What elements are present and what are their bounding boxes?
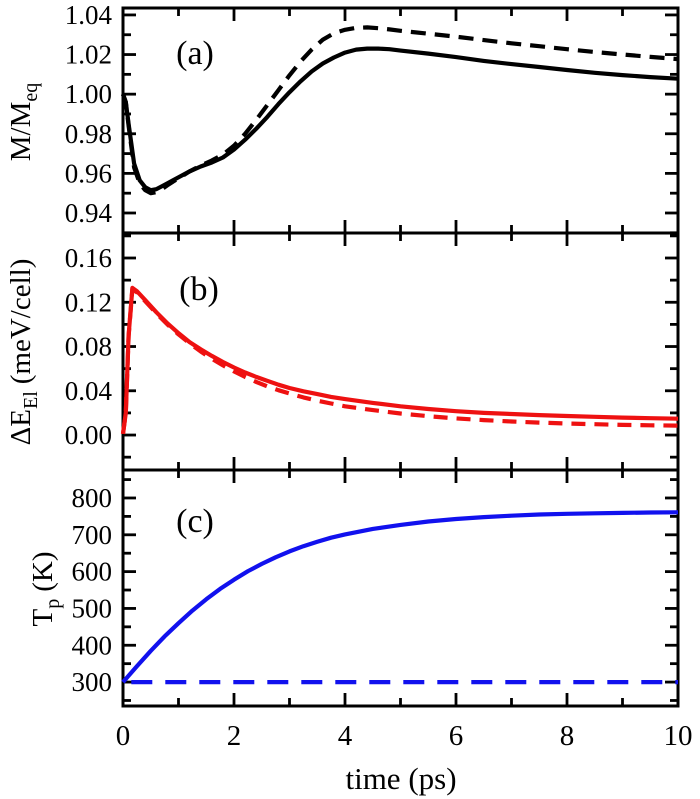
panel-b-plot — [120, 233, 680, 470]
xtick-label: 4 — [338, 720, 353, 752]
panel-a-ytick-label: 1.00 — [65, 79, 112, 109]
ylabel-c-sub: p — [42, 599, 64, 609]
panel-b-tag: (b) — [179, 271, 219, 308]
xtick-label: 0 — [116, 720, 131, 752]
panel-c-ytick-label: 700 — [72, 520, 113, 550]
panel-b-dashed-curve — [120, 286, 679, 435]
ylabel-b-suffix: (meV/cell) — [5, 259, 37, 385]
panel-a-ytick-label: 0.98 — [65, 119, 112, 149]
panel-a-ytick-label: 0.94 — [65, 198, 113, 228]
panel-b-ytick-label: 0.08 — [65, 332, 112, 362]
panel-c-solid-curve — [121, 510, 679, 684]
xtick-label: 6 — [449, 720, 464, 752]
panel-a-ytick-label: 0.96 — [65, 158, 112, 188]
panel-a-dashed-curve — [121, 25, 679, 196]
xtick-label: 2 — [227, 720, 242, 752]
panel-b-ytick-label: 0.12 — [65, 287, 112, 317]
panel-c-tag: (c) — [176, 503, 214, 540]
panel-a-ytick-label: 1.02 — [65, 40, 112, 70]
ylabel-c-suffix: (K) — [27, 552, 59, 592]
panel-a-plot — [121, 8, 680, 235]
panel-a-ytick-label: 1.04 — [65, 0, 113, 30]
panel-b-ylabel: ΔEEl (meV/cell) — [5, 259, 42, 446]
ylabel-a-main: M/M — [5, 102, 37, 162]
panel-b-ytick-label: 0.04 — [65, 376, 113, 406]
panel-c-ylabel: Tp (K) — [27, 552, 64, 627]
panel-a-ylabel: M/Meq — [5, 83, 42, 162]
panel-b-ytick-label: 0.16 — [65, 243, 112, 273]
ylabel-b-sub: El — [20, 391, 42, 409]
panel-a-solid-curve — [121, 46, 679, 193]
panel-b-ytick-label: 0.00 — [65, 420, 112, 450]
ylabel-b-main: ΔE — [5, 409, 37, 445]
panel-c-ytick-label: 500 — [72, 593, 113, 623]
panel-c-ytick-label: 300 — [72, 667, 113, 697]
panel-c-ytick-label: 800 — [72, 483, 113, 513]
xtick-label: 8 — [560, 720, 575, 752]
ylabel-c-main: T — [27, 608, 59, 626]
xtick-label: 10 — [664, 720, 693, 752]
panel-a-tag: (a) — [176, 35, 214, 72]
panel-c-ytick-label: 400 — [72, 630, 113, 660]
x-axis-label: time (ps) — [345, 761, 456, 796]
panel-c-ytick-label: 600 — [72, 557, 113, 587]
panel-c-plot — [121, 470, 680, 706]
ylabel-a-sub: eq — [20, 83, 42, 102]
